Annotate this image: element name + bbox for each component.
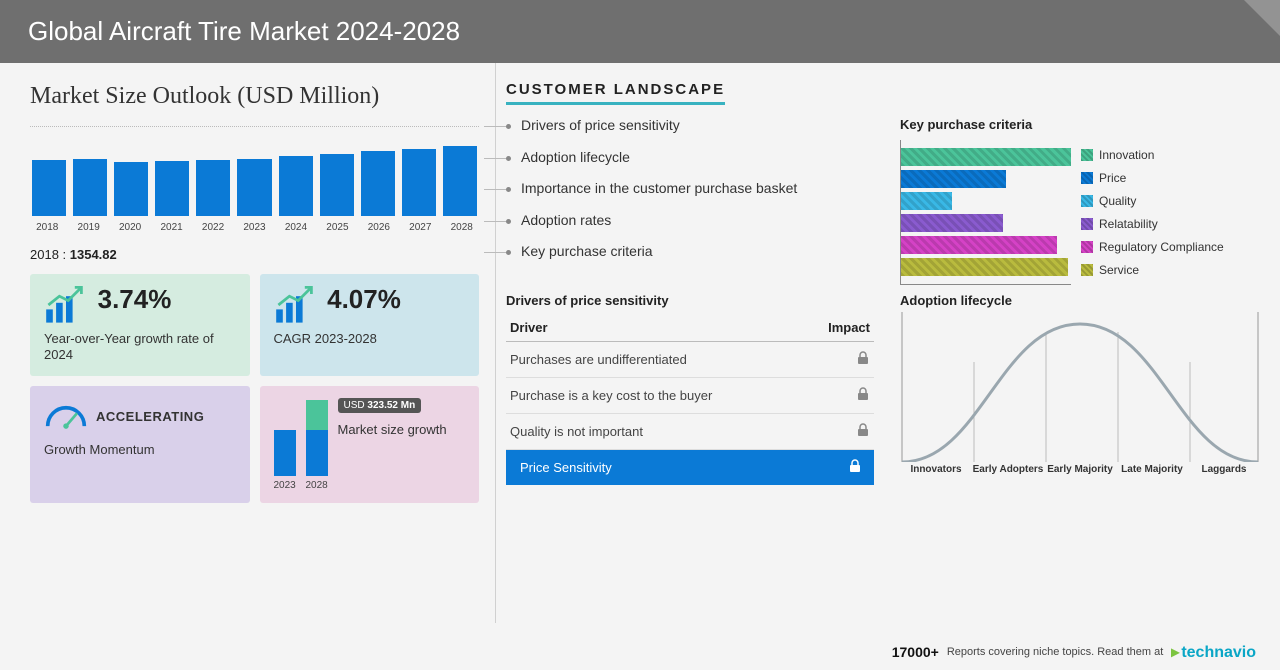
bar-chart: 2018201920202021202220232024202520262027… xyxy=(30,126,479,233)
tile-yoy: 3.74% Year-over-Year growth rate of 2024 xyxy=(30,274,250,376)
footer-text: Reports covering niche topics. Read them… xyxy=(947,646,1163,658)
growth-label: Market size growth xyxy=(338,422,466,438)
report-count: 17000+ xyxy=(892,644,939,660)
base-year-value: 2018 : 1354.82 xyxy=(30,247,479,262)
bell-curve xyxy=(900,312,1260,462)
bar xyxy=(114,162,148,216)
swatch-icon xyxy=(1081,149,1093,161)
growth-icon xyxy=(274,285,318,325)
bar xyxy=(402,149,436,217)
bar xyxy=(155,161,189,216)
adoption-heading: Adoption lifecycle xyxy=(900,293,1260,308)
cagr-label: CAGR 2023-2028 xyxy=(274,331,466,347)
legend-item: Innovation xyxy=(1081,148,1224,162)
left-panel: Market Size Outlook (USD Million) 201820… xyxy=(0,63,495,623)
swatch-icon xyxy=(1081,172,1093,184)
bullet-item: Adoption lifecycle xyxy=(506,149,874,167)
bullet-dot-icon xyxy=(506,124,511,129)
market-size-heading: Market Size Outlook (USD Million) xyxy=(30,83,479,110)
footer: 17000+ Reports covering niche topics. Re… xyxy=(892,642,1256,662)
swatch-icon xyxy=(1081,195,1093,207)
adoption-lifecycle: Adoption lifecycle InnovatorsEarly Ad xyxy=(900,293,1260,485)
cagr-value: 4.07% xyxy=(327,284,401,315)
kpc-bar xyxy=(901,170,1006,188)
tile-growth: 20232028 USD 323.52 Mn Market size growt… xyxy=(260,386,480,503)
kpc-bar xyxy=(901,214,1003,232)
customer-landscape-heading: CUSTOMER LANDSCAPE xyxy=(506,81,725,105)
bar xyxy=(73,159,107,216)
momentum-value: ACCELERATING xyxy=(96,409,204,424)
swatch-icon xyxy=(1081,264,1093,276)
gauge-icon xyxy=(44,396,88,436)
bullet-dot-icon xyxy=(506,219,511,224)
lock-icon xyxy=(856,387,870,401)
bullet-item: Adoption rates xyxy=(506,212,874,230)
kpc-bar xyxy=(901,258,1068,276)
tile-cagr: 4.07% CAGR 2023-2028 xyxy=(260,274,480,376)
bar xyxy=(279,156,313,216)
growth-mini-chart: 20232028 xyxy=(274,396,328,491)
yoy-label: Year-over-Year growth rate of 2024 xyxy=(44,331,236,364)
bullet-dot-icon xyxy=(506,156,511,161)
base-value: 1354.82 xyxy=(70,247,117,262)
swatch-icon xyxy=(1081,241,1093,253)
kpc-bar xyxy=(901,148,1071,166)
kpc-heading: Key purchase criteria xyxy=(900,117,1260,132)
growth-icon xyxy=(44,285,88,325)
bullet-item: Importance in the customer purchase bask… xyxy=(506,180,874,198)
kpc-bar xyxy=(901,236,1057,254)
lock-icon xyxy=(856,423,870,437)
bar xyxy=(196,160,230,216)
base-year: 2018 xyxy=(30,247,59,262)
price-sensitivity-row: Price Sensitivity xyxy=(506,450,803,486)
bar xyxy=(32,160,66,216)
swatch-icon xyxy=(1081,218,1093,230)
kpc-bar xyxy=(901,192,952,210)
bullet-item: Drivers of price sensitivity xyxy=(506,117,874,135)
content: Market Size Outlook (USD Million) 201820… xyxy=(0,63,1280,623)
legend-item: Service xyxy=(1081,263,1224,277)
legend-item: Quality xyxy=(1081,194,1224,208)
currency-pill: USD 323.52 Mn xyxy=(338,398,422,413)
driver-row: Purchases are undifferentiated xyxy=(506,342,874,378)
landscape-bullets: Drivers of price sensitivity Adoption lif… xyxy=(506,117,874,285)
driver-row: Quality is not important xyxy=(506,414,874,450)
tile-momentum: ACCELERATING Growth Momentum xyxy=(30,386,250,503)
lock-icon xyxy=(848,459,862,473)
brand-logo: technavio xyxy=(1171,642,1256,662)
yoy-value: 3.74% xyxy=(98,284,172,315)
momentum-label: Growth Momentum xyxy=(44,442,236,458)
lock-icon xyxy=(856,351,870,365)
page-title: Global Aircraft Tire Market 2024-2028 xyxy=(0,0,1280,63)
legend-item: Price xyxy=(1081,171,1224,185)
right-panel: CUSTOMER LANDSCAPE Drivers of price sens… xyxy=(495,63,1280,623)
key-purchase-criteria: Key purchase criteria Innovation Price Qua… xyxy=(900,117,1260,285)
bar xyxy=(237,159,271,216)
bar xyxy=(443,146,477,216)
driver-row: Purchase is a key cost to the buyer xyxy=(506,378,874,414)
bullet-dot-icon xyxy=(506,187,511,192)
kpc-legend: Innovation Price Quality Relatability Regula… xyxy=(1081,148,1224,277)
drivers-heading: Drivers of price sensitivity xyxy=(506,293,874,308)
bullet-item: Key purchase criteria xyxy=(506,243,874,261)
kpc-bar-chart xyxy=(900,140,1071,285)
legend-item: Relatability xyxy=(1081,217,1224,231)
bar xyxy=(320,154,354,216)
infographic-page: Global Aircraft Tire Market 2024-2028 Ma… xyxy=(0,0,1280,670)
bar xyxy=(361,151,395,216)
legend-item: Regulatory Compliance xyxy=(1081,240,1224,254)
price-sensitivity-drivers: Drivers of price sensitivity DriverImpac… xyxy=(506,293,874,485)
bullet-dot-icon xyxy=(506,250,511,255)
stat-tiles: 3.74% Year-over-Year growth rate of 2024… xyxy=(30,274,479,503)
